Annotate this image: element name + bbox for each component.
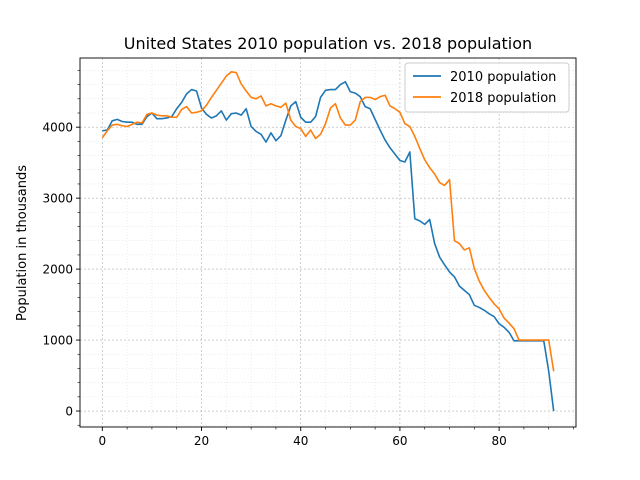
- series-line-2018: [101, 71, 555, 372]
- y-tick-label: 0: [65, 405, 73, 419]
- y-tick-label: 4000: [42, 121, 73, 135]
- y-tick-label: 2000: [42, 263, 73, 277]
- y-tick-label: 1000: [42, 334, 73, 348]
- x-tick-label: 0: [98, 434, 106, 448]
- x-tick-label: 80: [491, 434, 506, 448]
- legend-label-2018: 2018 population: [450, 91, 556, 106]
- grid: [80, 58, 576, 427]
- y-axis-label: Population in thousands: [15, 165, 30, 321]
- series-line-2010: [102, 80, 555, 412]
- series-lines: [101, 71, 555, 412]
- axis-ticks: 0 20 40 60 80 0 1000 2000 3000 4000: [42, 70, 574, 448]
- plot-frame: [79, 57, 577, 428]
- chart-title: United States 2010 population vs. 2018 p…: [124, 34, 532, 53]
- y-tick-label: 3000: [42, 192, 73, 206]
- legend-label-2010: 2010 population: [450, 70, 556, 85]
- x-tick-label: 60: [392, 434, 407, 448]
- x-tick-label: 40: [293, 434, 308, 448]
- x-tick-label: 20: [194, 434, 209, 448]
- legend-box: [404, 62, 570, 113]
- legend: 2010 population 2018 population: [404, 62, 570, 113]
